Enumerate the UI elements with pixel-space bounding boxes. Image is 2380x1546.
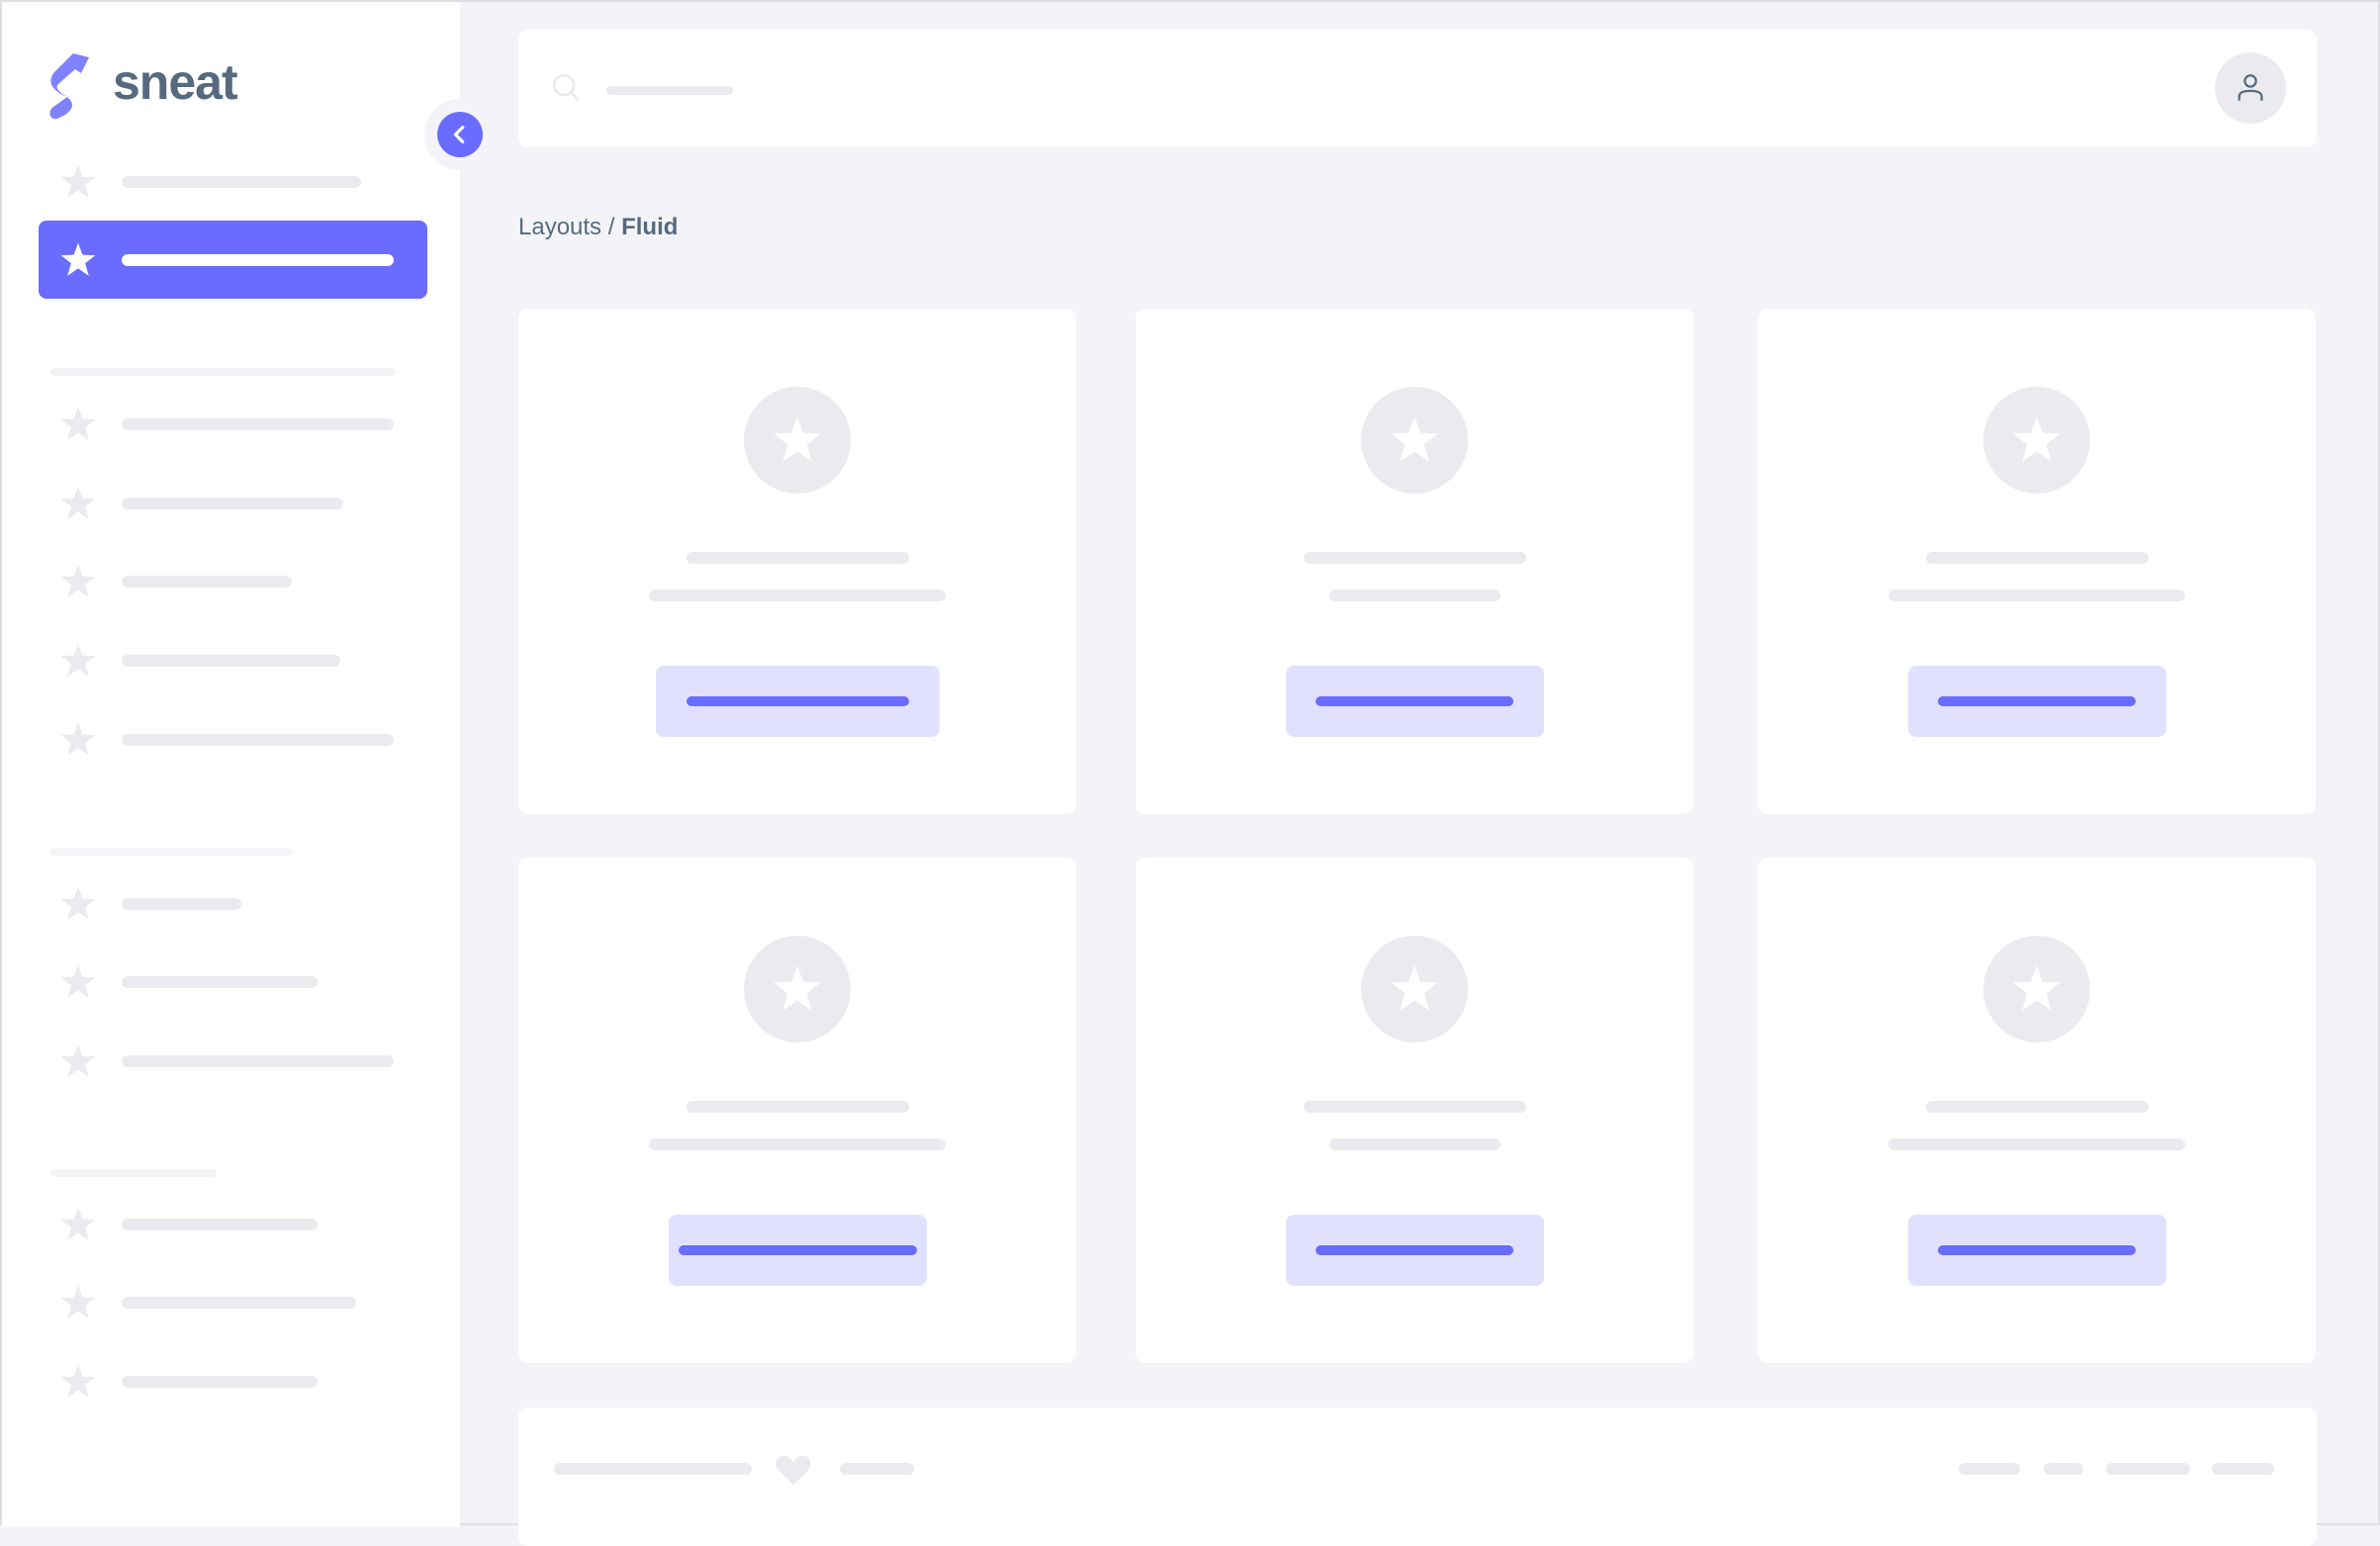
sidebar: sneat bbox=[2, 2, 460, 1527]
card-text bbox=[1888, 1138, 2185, 1150]
card-icon-circle bbox=[1983, 936, 2090, 1043]
sidebar-item[interactable] bbox=[122, 498, 343, 509]
card-text bbox=[649, 1138, 946, 1150]
section-divider bbox=[50, 1169, 217, 1177]
card-text bbox=[649, 590, 946, 601]
content-card bbox=[1136, 858, 1693, 1363]
footer-link[interactable] bbox=[2106, 1463, 2190, 1475]
footer-link[interactable] bbox=[840, 1463, 914, 1475]
star-icon bbox=[1389, 414, 1440, 466]
card-button[interactable] bbox=[668, 1215, 927, 1286]
card-button[interactable] bbox=[1285, 1215, 1544, 1286]
sidebar-item[interactable] bbox=[122, 898, 241, 910]
card-title bbox=[686, 1101, 909, 1113]
card-text bbox=[1888, 590, 2185, 601]
section-divider bbox=[50, 368, 396, 376]
card-button-label bbox=[1938, 1245, 2136, 1255]
card-icon-circle bbox=[1361, 387, 1468, 494]
star-icon bbox=[59, 1284, 97, 1321]
logo-icon bbox=[49, 53, 89, 120]
section-divider bbox=[50, 848, 293, 856]
card-title bbox=[1303, 552, 1526, 564]
star-icon bbox=[59, 406, 97, 443]
card-button-label bbox=[1938, 696, 2136, 706]
search-input[interactable] bbox=[606, 86, 733, 95]
card-button-label bbox=[1316, 1245, 1513, 1255]
card-icon-circle bbox=[744, 936, 851, 1043]
footer-text bbox=[554, 1463, 752, 1475]
sidebar-item[interactable] bbox=[122, 734, 394, 746]
breadcrumb-current: Fluid bbox=[621, 214, 679, 240]
card-button-label bbox=[1316, 696, 1513, 706]
star-icon bbox=[772, 414, 823, 466]
card-title bbox=[1925, 552, 2149, 564]
sidebar-item[interactable] bbox=[122, 976, 318, 988]
star-icon bbox=[59, 163, 97, 201]
star-icon bbox=[59, 241, 97, 279]
user-icon bbox=[2238, 74, 2263, 101]
star-icon bbox=[59, 642, 97, 680]
star-icon bbox=[59, 485, 97, 522]
star-icon bbox=[1389, 963, 1440, 1015]
card-button[interactable] bbox=[655, 666, 940, 737]
star-icon bbox=[2011, 963, 2062, 1015]
footer bbox=[518, 1408, 2317, 1546]
breadcrumb-parent[interactable]: Layouts bbox=[518, 214, 602, 240]
sidebar-item[interactable] bbox=[122, 655, 340, 667]
card-button[interactable] bbox=[1285, 666, 1544, 737]
footer-link[interactable] bbox=[2212, 1463, 2274, 1475]
star-icon bbox=[59, 563, 97, 600]
content-card bbox=[1758, 309, 2316, 814]
sidebar-item[interactable] bbox=[122, 1219, 318, 1230]
breadcrumb-separator: / bbox=[601, 214, 622, 240]
footer-link[interactable] bbox=[2044, 1463, 2083, 1475]
breadcrumb: Layouts / Fluid bbox=[518, 214, 678, 241]
heart-icon bbox=[776, 1455, 811, 1486]
content-card bbox=[1136, 309, 1693, 814]
footer-link[interactable] bbox=[1959, 1463, 2020, 1475]
card-text bbox=[1328, 1138, 1501, 1150]
card-button[interactable] bbox=[1907, 666, 2166, 737]
card-icon-circle bbox=[1983, 387, 2090, 494]
card-icon-circle bbox=[744, 387, 851, 494]
content-card bbox=[1758, 858, 2316, 1363]
star-icon bbox=[59, 1363, 97, 1401]
star-icon bbox=[2011, 414, 2062, 466]
sidebar-item[interactable] bbox=[122, 418, 394, 430]
star-icon bbox=[59, 963, 97, 1001]
sidebar-item[interactable] bbox=[122, 576, 292, 588]
brand-name: sneat bbox=[113, 54, 238, 110]
star-icon bbox=[59, 1206, 97, 1243]
star-icon bbox=[59, 1043, 97, 1080]
card-title bbox=[1303, 1101, 1526, 1113]
top-navbar bbox=[518, 30, 2317, 147]
card-icon-circle bbox=[1361, 936, 1468, 1043]
card-button-label bbox=[686, 696, 909, 706]
sidebar-item[interactable] bbox=[122, 1297, 356, 1309]
star-icon bbox=[59, 885, 97, 923]
sidebar-item[interactable] bbox=[122, 1055, 394, 1067]
card-button-label bbox=[678, 1245, 917, 1255]
card-button[interactable] bbox=[1907, 1215, 2166, 1286]
star-icon bbox=[772, 963, 823, 1015]
content-card bbox=[518, 309, 1076, 814]
sidebar-item[interactable] bbox=[122, 1376, 318, 1388]
star-icon bbox=[59, 721, 97, 759]
chevron-left-icon bbox=[453, 126, 465, 143]
sidebar-toggle-button[interactable] bbox=[437, 112, 483, 157]
sidebar-item[interactable] bbox=[122, 254, 394, 266]
sidebar-item[interactable] bbox=[122, 176, 361, 188]
card-text bbox=[1328, 590, 1501, 601]
card-title bbox=[1925, 1101, 2149, 1113]
search-icon[interactable] bbox=[550, 71, 584, 105]
content-card bbox=[518, 858, 1076, 1363]
user-avatar-button[interactable] bbox=[2215, 52, 2286, 124]
card-title bbox=[686, 552, 909, 564]
